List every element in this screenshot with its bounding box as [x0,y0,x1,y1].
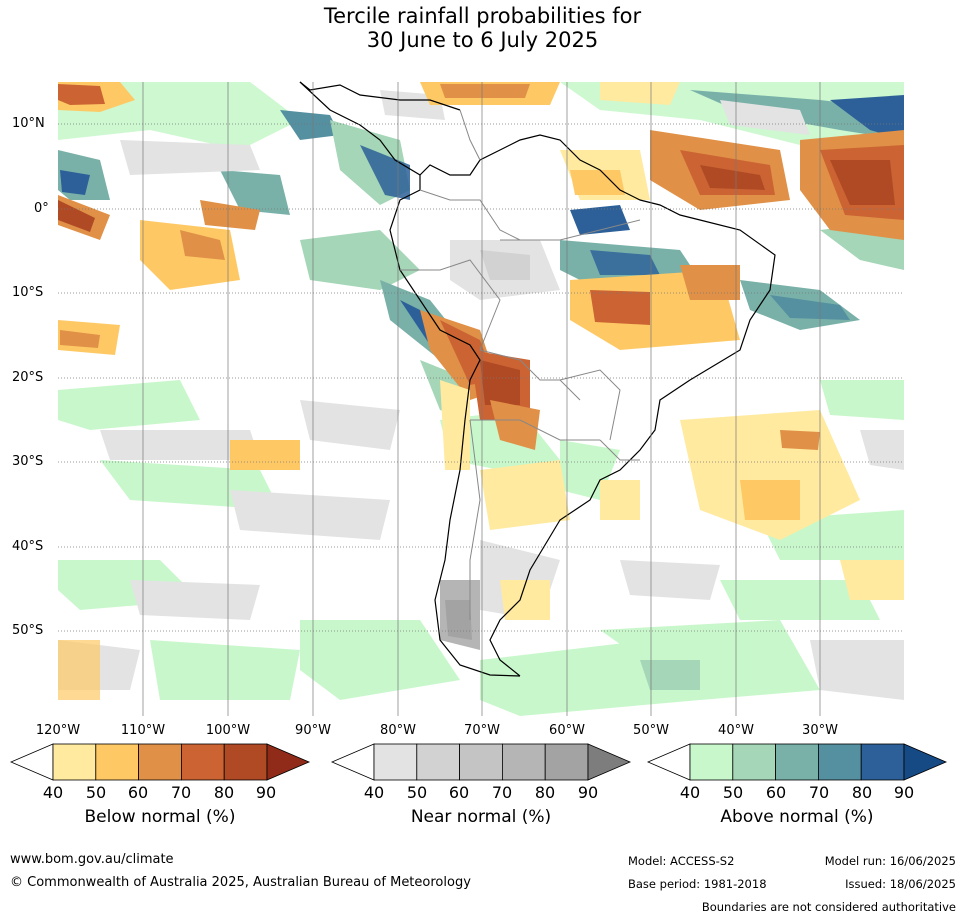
near-normal-swatch-70 [501,743,546,781]
above-normal-colorbar [646,743,948,781]
near-normal-swatch-80 [544,743,589,781]
lon-label-110w: 110°W [120,723,166,738]
lon-label-90w: 90°W [295,723,331,738]
lat-label-40s: 40°S [12,539,44,554]
near-tick-80: 80 [534,783,556,802]
lon-label-60w: 60°W [549,723,585,738]
below-normal-areas [58,82,904,700]
lon-label-80w: 80°W [380,723,416,738]
lon-label-100w: 100°W [205,723,251,738]
lat-label-30s: 30°S [12,454,44,469]
below-tick-80: 80 [213,783,235,802]
below-tick-70: 70 [170,783,192,802]
below-tick-40: 40 [42,783,64,802]
near-normal-colorbar [330,743,632,781]
lat-label-10n: 10°N [12,116,45,131]
model-run-date: Model run: 16/06/2025 [824,854,956,868]
near-normal-low-extension [330,743,375,781]
copyright-text: © Commonwealth of Australia 2025, Austra… [10,875,471,890]
above-tick-40: 40 [679,783,701,802]
near-normal-swatch-60 [459,743,503,781]
above-tick-70: 70 [808,783,830,802]
title-line-1: Tercile rainfall probabilities for [323,4,642,28]
chart-title: Tercile rainfall probabilities for 30 Ju… [0,4,965,52]
above-normal-title: Above normal (%) [720,807,874,827]
coastlines [299,81,776,677]
lat-label-50s: 50°S [12,623,44,638]
near-normal-high-extension [587,743,632,781]
below-normal-high-extension [266,743,311,781]
above-normal-swatch-80 [860,743,905,781]
near-tick-60: 60 [448,783,470,802]
graticule [58,123,904,632]
near-normal-swatch-40 [373,743,418,781]
above-tick-60: 60 [765,783,787,802]
near-normal-swatch-50 [416,743,460,781]
below-normal-swatch-80 [223,743,268,781]
title-line-2: 30 June to 6 July 2025 [366,28,599,52]
lon-label-40w: 40°W [718,723,754,738]
lon-label-50w: 50°W [633,723,669,738]
near-tick-40: 40 [363,783,385,802]
near-tick-70: 70 [491,783,513,802]
lon-label-120w: 120°W [35,723,81,738]
lat-label-10s: 10°S [12,285,44,300]
boundaries-disclaimer: Boundaries are not considered authoritat… [701,900,956,914]
below-normal-low-extension [9,743,54,781]
above-normal-swatch-40 [689,743,734,781]
below-normal-swatch-60 [138,743,182,781]
below-normal-swatch-70 [180,743,225,781]
lat-label-20s: 20°S [12,370,44,385]
colorbar-legends [9,743,948,781]
above-tick-90: 90 [893,783,915,802]
above-normal-high-extension [903,743,948,781]
below-tick-90: 90 [255,783,277,802]
model-name: Model: ACCESS-S2 [628,854,735,868]
below-normal-swatch-50 [95,743,140,781]
meridians [142,82,821,716]
below-normal-title: Below normal (%) [84,807,236,827]
below-normal-colorbar [9,743,311,781]
near-tick-50: 50 [406,783,428,802]
lon-label-30w: 30°W [802,723,838,738]
rainfall-probability-map [58,81,904,716]
lat-label-0: 0° [34,201,49,216]
below-tick-60: 60 [127,783,149,802]
above-tick-50: 50 [722,783,744,802]
below-tick-50: 50 [85,783,107,802]
above-normal-low-extension [646,743,691,781]
base-period: Base period: 1981-2018 [628,877,767,891]
lon-label-70w: 70°W [464,723,500,738]
above-normal-swatch-60 [775,743,819,781]
website-link[interactable]: www.bom.gov.au/climate [10,852,174,867]
issued-date: Issued: 18/06/2025 [845,877,956,891]
below-normal-swatch-40 [52,743,97,781]
near-normal-title: Near normal (%) [410,807,552,827]
above-normal-swatch-70 [818,743,862,781]
above-tick-80: 80 [851,783,873,802]
near-tick-90: 90 [577,783,599,802]
above-normal-swatch-50 [732,743,776,781]
